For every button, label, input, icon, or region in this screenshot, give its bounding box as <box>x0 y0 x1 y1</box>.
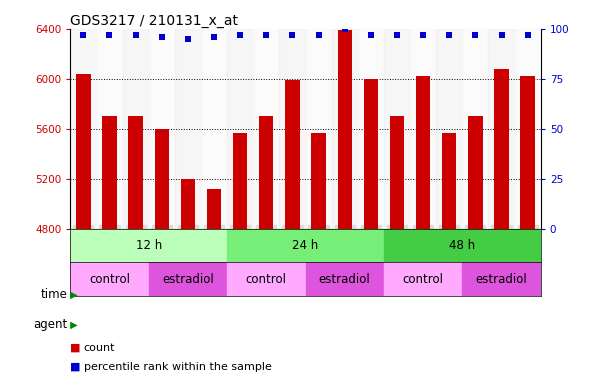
Bar <box>384 29 410 229</box>
Text: ▶: ▶ <box>67 290 78 300</box>
Text: estradiol: estradiol <box>319 273 371 286</box>
Bar <box>494 69 509 229</box>
Text: 24 h: 24 h <box>293 239 318 252</box>
Bar <box>97 29 123 229</box>
Text: ■: ■ <box>70 343 81 353</box>
Text: control: control <box>403 273 444 286</box>
Bar <box>410 29 436 229</box>
Bar <box>70 262 148 296</box>
Point <box>313 32 323 38</box>
Bar <box>463 262 541 296</box>
Text: agent: agent <box>33 318 67 331</box>
Bar <box>285 80 299 229</box>
Bar <box>148 29 175 229</box>
Point <box>183 36 193 42</box>
Point <box>157 34 167 40</box>
Text: control: control <box>89 273 130 286</box>
Text: 48 h: 48 h <box>449 239 475 252</box>
Bar <box>358 29 384 229</box>
Point <box>444 32 454 38</box>
Bar <box>148 262 227 296</box>
Bar <box>488 29 514 229</box>
Bar <box>312 133 326 229</box>
Bar <box>306 29 332 229</box>
Point <box>418 32 428 38</box>
Point <box>497 32 507 38</box>
Bar <box>416 76 430 229</box>
Text: control: control <box>246 273 287 286</box>
Point <box>104 32 114 38</box>
Point <box>366 32 376 38</box>
Text: count: count <box>84 343 115 353</box>
Bar <box>337 30 352 229</box>
Bar <box>514 29 541 229</box>
Text: percentile rank within the sample: percentile rank within the sample <box>84 362 271 372</box>
Bar <box>390 116 404 229</box>
Bar <box>76 74 90 229</box>
Bar <box>463 29 488 229</box>
Bar <box>227 262 306 296</box>
Bar <box>233 133 247 229</box>
Bar <box>70 229 227 262</box>
Bar <box>306 262 384 296</box>
Text: ▶: ▶ <box>67 319 78 329</box>
Bar <box>253 29 279 229</box>
Bar <box>259 116 274 229</box>
Bar <box>201 29 227 229</box>
Bar <box>155 129 169 229</box>
Bar <box>207 189 221 229</box>
Text: 12 h: 12 h <box>136 239 162 252</box>
Point <box>78 32 88 38</box>
Bar <box>70 29 97 229</box>
Point <box>209 34 219 40</box>
Point <box>131 32 141 38</box>
Point <box>288 32 298 38</box>
Text: ■: ■ <box>70 362 81 372</box>
Point <box>340 26 349 32</box>
Bar <box>128 116 143 229</box>
Point <box>470 32 480 38</box>
Point <box>523 32 533 38</box>
Text: GDS3217 / 210131_x_at: GDS3217 / 210131_x_at <box>70 14 238 28</box>
Bar <box>442 133 456 229</box>
Bar <box>279 29 306 229</box>
Text: estradiol: estradiol <box>475 273 527 286</box>
Bar <box>227 29 253 229</box>
Bar <box>384 262 463 296</box>
Text: time: time <box>40 288 67 301</box>
Bar <box>468 116 483 229</box>
Bar <box>175 29 201 229</box>
Bar <box>364 79 378 229</box>
Text: estradiol: estradiol <box>162 273 214 286</box>
Bar <box>181 179 195 229</box>
Point <box>235 32 245 38</box>
Bar <box>332 29 358 229</box>
Bar <box>436 29 463 229</box>
Point <box>392 32 402 38</box>
Bar <box>384 229 541 262</box>
Bar <box>521 76 535 229</box>
Bar <box>227 229 384 262</box>
Bar <box>102 116 117 229</box>
Bar <box>123 29 148 229</box>
Point <box>262 32 271 38</box>
